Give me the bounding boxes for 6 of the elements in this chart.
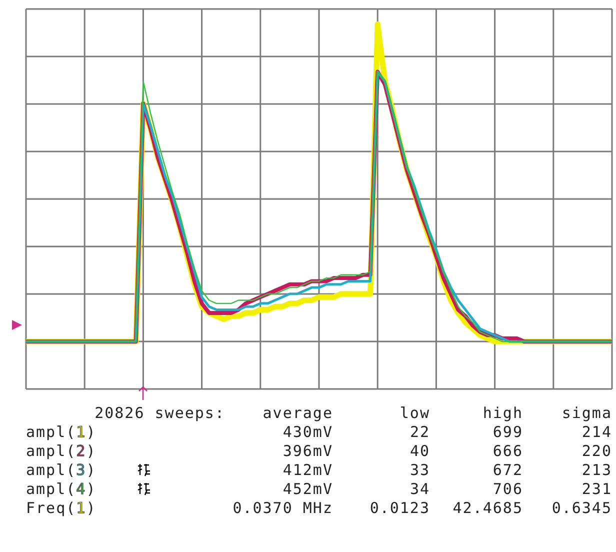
text: ampl(3) 412mV 33 672 213 bbox=[26, 461, 612, 479]
text: ampl(4) 452mV 34 706 231 bbox=[26, 480, 612, 498]
text: ampl(1) 430mV 22 699 214 bbox=[26, 423, 612, 441]
text: ampl(2) 396mV 40 666 220 bbox=[26, 442, 612, 460]
text: Freq(1) 0.0370 MHz 0.0123 42.4685 0.6345 bbox=[26, 499, 612, 517]
text: 20826 sweeps: average low high sigma bbox=[94, 404, 612, 422]
